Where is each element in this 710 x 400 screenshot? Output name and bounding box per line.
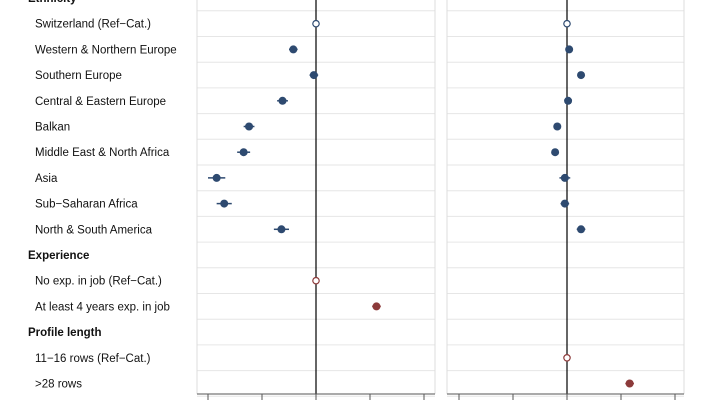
row-label: Southern Europe (35, 70, 122, 82)
reference-point (312, 276, 320, 285)
estimate-point (245, 122, 254, 131)
row-label: Switzerland (Ref−Cat.) (35, 19, 151, 31)
estimate-point (564, 96, 573, 105)
row-label: No exp. in job (Ref−Cat.) (35, 276, 162, 288)
group-header-label: Ethnicity (28, 0, 77, 5)
row-label: Asia (35, 173, 58, 185)
row-label: Western & Northern Europe (35, 44, 177, 56)
estimate-point (278, 96, 287, 105)
estimate-point (560, 173, 569, 182)
estimate-point (577, 71, 586, 80)
estimate-point (239, 148, 248, 157)
estimate-marks (208, 19, 634, 388)
row-label: North & South America (35, 224, 153, 236)
gridlines (197, 10, 684, 397)
reference-point (312, 19, 320, 28)
estimate-point (560, 199, 569, 208)
estimate-point (577, 225, 586, 234)
row-labels: Ethnicity Switzerland (Ref−Cat.) Western &… (28, 0, 177, 391)
row-label: Balkan (35, 122, 70, 134)
estimate-point (289, 45, 298, 54)
row-label: Central & Eastern Europe (35, 96, 166, 108)
row-label: At least 4 years exp. in job (35, 301, 170, 313)
estimate-point (625, 379, 634, 388)
row-label: >28 rows (35, 379, 82, 391)
row-label: Sub−Saharan Africa (35, 199, 138, 211)
panel-frames (196, 0, 685, 400)
estimate-point (372, 302, 381, 311)
row-label: Middle East & North Africa (35, 147, 170, 159)
estimate-point (220, 199, 229, 208)
estimate-point (565, 45, 574, 54)
group-header-label: Profile length (28, 327, 101, 339)
reference-point (563, 19, 571, 28)
reference-point (563, 353, 571, 362)
estimate-point (551, 148, 560, 157)
estimate-point (309, 71, 318, 80)
group-header-label: Experience (28, 250, 89, 262)
estimate-point (212, 173, 221, 182)
row-label: 11−16 rows (Ref−Cat.) (35, 353, 151, 365)
estimate-point (553, 122, 562, 131)
estimate-point (277, 225, 286, 234)
